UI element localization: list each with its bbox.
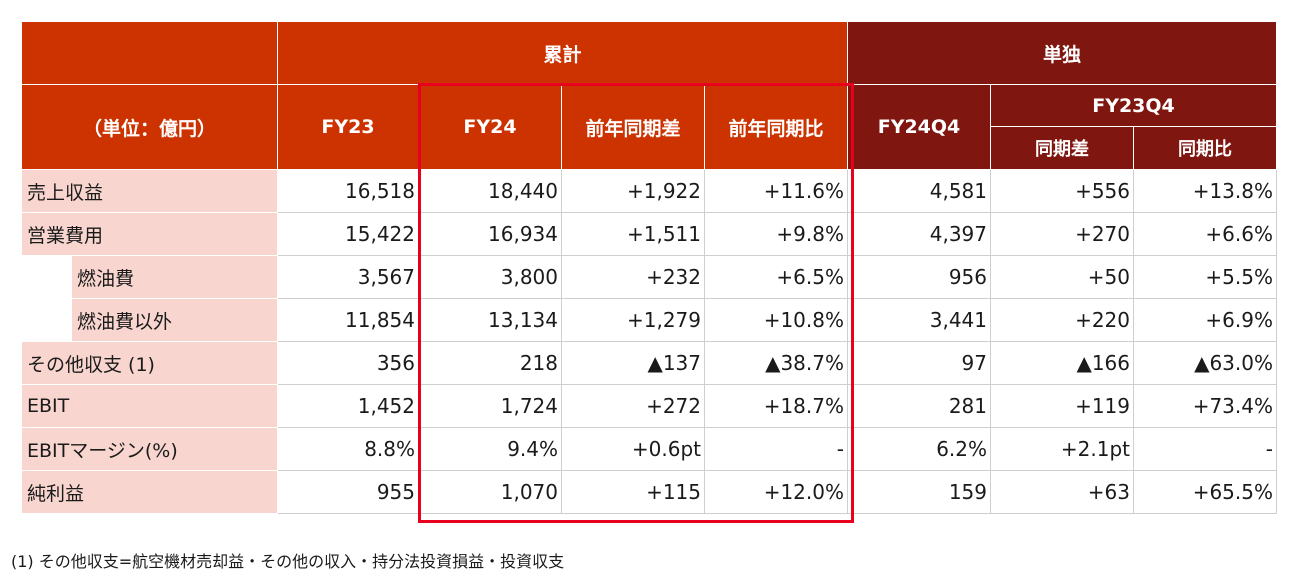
cell: +119 [990,384,1134,428]
table-row: 純利益 955 1,070 +115 +12.0% 159 +63 +65.5% [21,470,1277,514]
header-unit: （単位：億円） [21,84,278,170]
cell: ▲38.7% [704,341,848,385]
cell: 11,854 [277,298,419,342]
row-label: その他収支 (1) [21,341,278,385]
cell: +272 [561,384,705,428]
cell: +9.8% [704,212,848,256]
footnote: (1) その他収支=航空機材売却益・その他の収入・持分法投資損益・投資収支 [11,552,565,571]
header-sub-diff: 同期差 [990,126,1134,170]
indent-spacer [21,255,72,299]
cell: +10.8% [704,298,848,342]
cell: +1,511 [561,212,705,256]
header-yoy-ratio: 前年同期比 [704,84,848,170]
row-label: 燃油費 [71,255,278,299]
indent-spacer [21,298,72,342]
cell: +18.7% [704,384,848,428]
cell: +1,922 [561,169,705,213]
cell: 1,070 [418,470,562,514]
table-row: 燃油費以外 11,854 13,134 +1,279 +10.8% 3,441 … [21,298,1277,342]
cell: +115 [561,470,705,514]
cell: 956 [847,255,991,299]
cell: 1,452 [277,384,419,428]
cell: +6.9% [1133,298,1277,342]
cell: +6.5% [704,255,848,299]
cell: +65.5% [1133,470,1277,514]
cell: +270 [990,212,1134,256]
header-fy24: FY24 [418,84,562,170]
cell: +11.6% [704,169,848,213]
header-corner [21,21,278,85]
cell: 18,440 [418,169,562,213]
header-standalone: 単独 [847,21,1277,85]
cell: +73.4% [1133,384,1277,428]
cell: 97 [847,341,991,385]
table-row: その他収支 (1) 356 218 ▲137 ▲38.7% 97 ▲166 ▲6… [21,341,1277,385]
cell: +0.6pt [561,427,705,471]
cell: +1,279 [561,298,705,342]
row-label: EBIT [21,384,278,428]
header-sub-ratio: 同期比 [1133,126,1277,170]
table-row: 売上収益 16,518 18,440 +1,922 +11.6% 4,581 +… [21,169,1277,213]
cell: 159 [847,470,991,514]
table-row: EBITマージン(%) 8.8% 9.4% +0.6pt - 6.2% +2.1… [21,427,1277,471]
cell: 16,934 [418,212,562,256]
table-row: EBIT 1,452 1,724 +272 +18.7% 281 +119 +7… [21,384,1277,428]
cell: ▲137 [561,341,705,385]
table-row: 営業費用 15,422 16,934 +1,511 +9.8% 4,397 +2… [21,212,1277,256]
cell: +12.0% [704,470,848,514]
cell: 4,581 [847,169,991,213]
cell: 1,724 [418,384,562,428]
cell: 4,397 [847,212,991,256]
header-cumulative: 累計 [277,21,848,85]
table-row: 燃油費 3,567 3,800 +232 +6.5% 956 +50 +5.5% [21,255,1277,299]
cell: +220 [990,298,1134,342]
row-label: EBITマージン(%) [21,427,278,471]
cell: 13,134 [418,298,562,342]
cell: 218 [418,341,562,385]
header-fy23q4: FY23Q4 [990,84,1277,127]
cell: 3,441 [847,298,991,342]
cell: ▲63.0% [1133,341,1277,385]
cell: +2.1pt [990,427,1134,471]
cell: - [1133,427,1277,471]
cell: ▲166 [990,341,1134,385]
financial-table: 累計 単独 （単位：億円） FY23 FY24 前年同期差 前年同期比 FY24… [21,21,1277,514]
cell: 3,800 [418,255,562,299]
cell: +13.8% [1133,169,1277,213]
cell: +63 [990,470,1134,514]
header-fy24q4: FY24Q4 [847,84,991,170]
cell: - [704,427,848,471]
cell: +5.5% [1133,255,1277,299]
cell: 15,422 [277,212,419,256]
cell: 281 [847,384,991,428]
cell: 8.8% [277,427,419,471]
row-label: 売上収益 [21,169,278,213]
row-label: 営業費用 [21,212,278,256]
row-label: 純利益 [21,470,278,514]
header-fy23: FY23 [277,84,419,170]
cell: +556 [990,169,1134,213]
cell: 9.4% [418,427,562,471]
cell: 16,518 [277,169,419,213]
cell: 6.2% [847,427,991,471]
cell: +50 [990,255,1134,299]
header-yoy-diff: 前年同期差 [561,84,705,170]
cell: +232 [561,255,705,299]
cell: 955 [277,470,419,514]
cell: 3,567 [277,255,419,299]
cell: 356 [277,341,419,385]
cell: +6.6% [1133,212,1277,256]
row-label: 燃油費以外 [71,298,278,342]
